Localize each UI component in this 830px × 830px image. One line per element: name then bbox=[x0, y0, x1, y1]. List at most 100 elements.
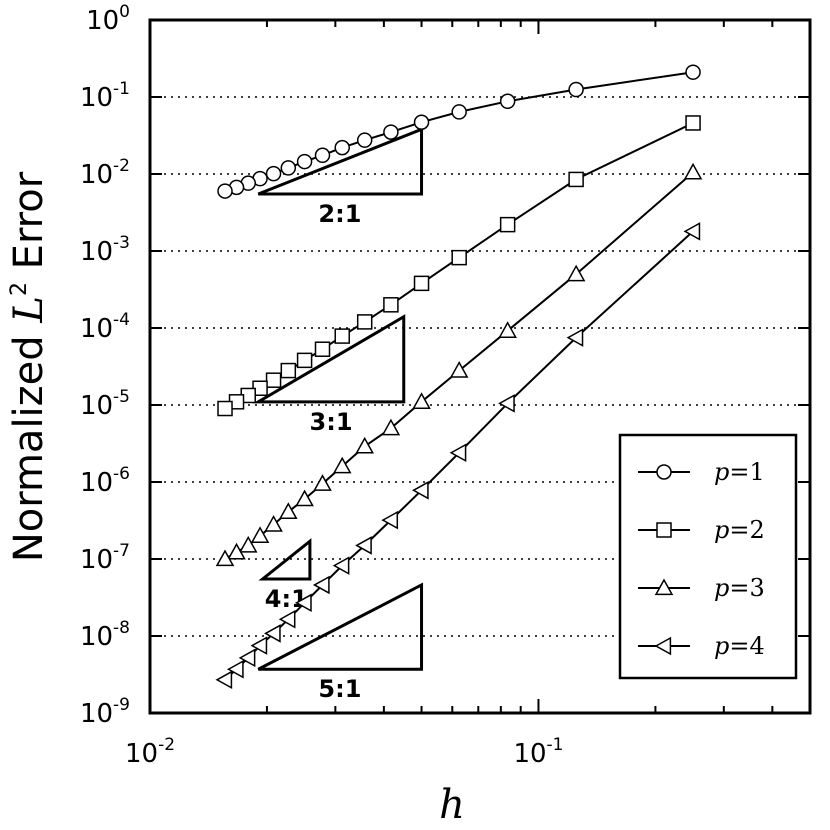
y-tick-label-exp: -7 bbox=[113, 541, 130, 561]
slope-triangle-label: 3:1 bbox=[310, 408, 353, 436]
axis-tick-labels: 10010-110-210-310-410-510-610-710-810-91… bbox=[80, 2, 564, 769]
legend-label-var: p bbox=[714, 574, 729, 602]
data-point bbox=[449, 361, 469, 378]
data-point bbox=[451, 104, 467, 120]
y-tick-label: 10-3 bbox=[80, 233, 130, 267]
data-point bbox=[381, 418, 401, 436]
legend-marker bbox=[656, 522, 672, 538]
legend-label-val: 2 bbox=[749, 516, 764, 544]
data-point bbox=[215, 549, 235, 567]
y-tick-label-exp: -3 bbox=[113, 233, 130, 253]
y-axis-label-sup: 2 bbox=[7, 282, 32, 296]
plot-frame bbox=[148, 18, 812, 715]
data-point bbox=[499, 93, 516, 110]
slope-triangle bbox=[258, 538, 312, 581]
y-axis-label-symbol: L bbox=[6, 296, 52, 324]
data-point bbox=[498, 321, 517, 338]
data-point bbox=[264, 515, 283, 532]
y-tick-label-base: 10 bbox=[80, 545, 113, 575]
y-tick-label-exp: -4 bbox=[113, 310, 130, 330]
y-tick-label: 10-8 bbox=[80, 618, 130, 652]
legend-label: p=1 bbox=[714, 458, 765, 486]
data-point bbox=[295, 489, 314, 507]
legend: p=1p=2p=3p=4 bbox=[618, 433, 798, 680]
legend-label-var: p bbox=[714, 516, 729, 544]
data-point bbox=[685, 115, 701, 131]
axis-labels: h Normalized L2 Error bbox=[6, 171, 465, 828]
data-point bbox=[238, 648, 256, 668]
data-point bbox=[280, 160, 297, 176]
data-point bbox=[296, 352, 313, 369]
legend-box bbox=[618, 433, 798, 680]
data-point bbox=[265, 165, 282, 182]
y-tick-label-base: 10 bbox=[80, 468, 113, 498]
x-tick-label-exp: -2 bbox=[158, 735, 175, 755]
legend-label-var: p bbox=[714, 458, 729, 486]
y-tick-label-exp: -9 bbox=[113, 695, 130, 715]
data-point bbox=[314, 341, 331, 357]
data-point bbox=[355, 536, 372, 555]
data-point bbox=[332, 456, 352, 474]
series-p4 bbox=[215, 222, 701, 690]
data-point bbox=[568, 171, 584, 188]
data-point bbox=[296, 153, 313, 170]
data-point bbox=[215, 670, 233, 690]
axis-ticks bbox=[149, 19, 811, 714]
legend-marker bbox=[654, 636, 672, 656]
legend-label-eq: = bbox=[729, 574, 749, 602]
data-point bbox=[566, 264, 586, 282]
series-p3 bbox=[215, 162, 703, 567]
y-tick-label-base: 10 bbox=[80, 237, 113, 267]
legend-label-val: 1 bbox=[749, 458, 764, 486]
y-tick-label-base: 10 bbox=[80, 622, 113, 652]
slope-triangle-label: 4:1 bbox=[265, 585, 308, 613]
series-p2 bbox=[217, 115, 701, 417]
data-point bbox=[217, 400, 233, 417]
x-tick-label: 10-1 bbox=[513, 735, 563, 769]
legend-label-val: 3 bbox=[749, 574, 764, 602]
legend-label-val: 4 bbox=[749, 632, 764, 660]
data-point bbox=[265, 372, 282, 388]
slope-triangle bbox=[252, 314, 406, 404]
y-tick-label-exp: -5 bbox=[113, 387, 130, 407]
y-tick-label-exp: -8 bbox=[113, 618, 130, 638]
y-axis-label-prefix: Normalized bbox=[6, 323, 52, 563]
slope-triangle bbox=[257, 582, 424, 671]
slope-triangle bbox=[257, 127, 424, 196]
y-tick-label: 10-4 bbox=[80, 310, 130, 344]
legend-label: p=4 bbox=[714, 632, 765, 660]
data-point bbox=[314, 147, 331, 164]
data-point bbox=[356, 132, 373, 148]
y-tick-label-base: 10 bbox=[80, 391, 113, 421]
data-point bbox=[449, 443, 467, 462]
data-point bbox=[280, 362, 297, 379]
data-point bbox=[332, 556, 350, 575]
data-point bbox=[238, 535, 258, 553]
data-point bbox=[227, 542, 246, 560]
data-point bbox=[313, 474, 332, 491]
x-tick-label-base: 10 bbox=[513, 739, 546, 769]
gridlines bbox=[150, 96, 810, 637]
y-tick-label-base: 10 bbox=[80, 314, 113, 344]
x-tick-label-exp: -1 bbox=[547, 735, 564, 755]
y-tick-label-exp: -6 bbox=[113, 464, 130, 484]
y-tick-label: 10-6 bbox=[80, 464, 130, 498]
y-tick-label: 10-9 bbox=[80, 695, 130, 729]
data-point bbox=[334, 139, 350, 156]
y-tick-label-base: 10 bbox=[80, 83, 113, 113]
legend-label: p=3 bbox=[714, 574, 765, 602]
data-point bbox=[413, 114, 430, 130]
data-point bbox=[413, 275, 430, 292]
data-point bbox=[264, 624, 281, 643]
y-tick-label: 10-2 bbox=[80, 156, 130, 190]
data-point bbox=[383, 297, 399, 313]
legend-label-eq: = bbox=[729, 516, 749, 544]
data-point bbox=[383, 124, 399, 140]
data-point bbox=[498, 394, 515, 413]
data-point bbox=[683, 222, 701, 241]
data-point bbox=[381, 510, 399, 530]
data-series bbox=[215, 64, 703, 690]
data-point bbox=[412, 392, 431, 409]
legend-label-eq: = bbox=[729, 632, 749, 660]
